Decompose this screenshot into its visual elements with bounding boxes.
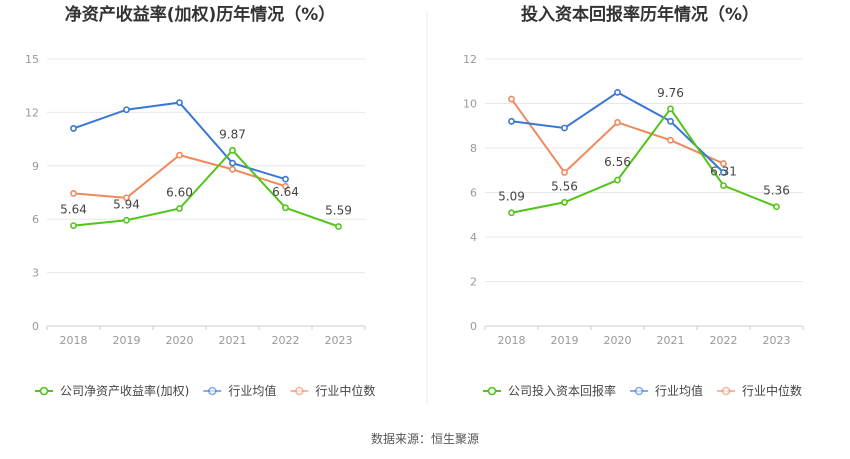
legend-swatch-marker <box>295 386 304 396</box>
legend-label: 公司净资产收益率(加权) <box>60 383 189 398</box>
data-point-company <box>282 204 289 212</box>
y-tick-label: 10 <box>463 98 477 111</box>
series-line-industry_avg <box>73 101 286 181</box>
x-tick-label: 2022 <box>710 334 738 347</box>
legend-swatch-marker <box>487 386 497 396</box>
legend-swatch-marker <box>208 386 217 396</box>
x-tick-label: 2020 <box>604 334 632 347</box>
data-point-company <box>229 146 236 154</box>
x-tick-label: 2021 <box>219 334 247 347</box>
y-tick-label: 0 <box>32 320 39 333</box>
chart-title: 净资产收益率(加权)历年情况（%） <box>65 4 336 25</box>
data-point-industry_median <box>176 151 183 159</box>
chart-title: 投入资本回报率历年情况（%） <box>521 4 759 25</box>
data-point-industry_median <box>70 189 77 197</box>
legend-swatch-marker <box>721 386 731 396</box>
legend-label: 行业均值 <box>655 383 703 398</box>
y-tick-label: 3 <box>32 267 39 280</box>
legend-label: 行业均值 <box>228 383 276 398</box>
data-label: 5.94 <box>113 197 140 211</box>
data-label: 9.87 <box>219 127 246 141</box>
data-point-industry_avg <box>720 169 727 176</box>
x-tick-label: 2022 <box>272 334 300 347</box>
data-label: 5.56 <box>551 179 578 193</box>
x-tick-label: 2018 <box>60 334 88 347</box>
roe-chart: 净资产收益率(加权)历年情况（%） 0 3 6 9 12 15 2018 2019 2020 202… <box>25 4 375 398</box>
data-label: 9.76 <box>657 86 684 100</box>
x-tick-label: 2019 <box>551 334 579 347</box>
data-point-industry_avg <box>667 117 674 125</box>
data-label: 6.60 <box>166 186 193 200</box>
legend-label: 行业中位数 <box>315 383 375 398</box>
data-point-industry_median <box>229 165 236 173</box>
x-tick-label: 2023 <box>325 334 353 347</box>
data-point-industry_avg <box>614 88 621 96</box>
y-tick-label: 0 <box>470 320 477 333</box>
data-point-company <box>773 203 780 211</box>
data-point-industry_avg <box>508 117 515 125</box>
data-point-industry_avg <box>561 124 568 132</box>
x-tick-label: 2021 <box>657 334 685 347</box>
data-point-company <box>70 222 77 230</box>
data-point-industry_median <box>720 160 727 167</box>
data-point-industry_avg <box>176 99 183 107</box>
data-label: 5.36 <box>763 184 790 198</box>
legend-label: 公司投入资本回报率 <box>508 383 616 398</box>
data-label: 5.59 <box>325 203 352 217</box>
series-line-company <box>73 148 339 228</box>
data-point-industry_avg <box>123 106 130 114</box>
data-point-company <box>614 176 621 184</box>
data-point-company <box>667 105 674 113</box>
x-tick-label: 2019 <box>113 334 141 347</box>
data-point-company <box>123 216 130 224</box>
y-tick-label: 12 <box>463 53 477 66</box>
x-tick-label: 2023 <box>763 334 791 347</box>
y-tick-label: 6 <box>470 187 477 200</box>
data-point-company <box>176 205 183 212</box>
y-tick-label: 8 <box>470 142 477 155</box>
data-label: 5.64 <box>60 203 87 217</box>
data-point-industry_median <box>123 194 130 202</box>
y-tick-label: 12 <box>25 106 39 119</box>
y-tick-label: 2 <box>470 276 477 289</box>
data-point-industry_avg <box>282 175 289 183</box>
data-point-industry_avg <box>229 159 236 167</box>
legend-swatch-marker <box>634 386 644 396</box>
data-point-industry_median <box>667 136 674 144</box>
data-point-industry_median <box>508 95 515 103</box>
data-label: 6.64 <box>272 185 299 199</box>
data-point-company <box>561 198 568 206</box>
roic-chart: 投入资本回报率历年情况（%） 0 2 4 6 8 10 12 2018 2019 2020 2021 2… <box>463 4 804 398</box>
x-tick-label: 2018 <box>498 334 526 347</box>
data-point-company <box>335 223 342 230</box>
data-label: 5.09 <box>498 190 525 204</box>
data-point-company <box>508 209 515 217</box>
source-note: 数据来源：恒生聚源 <box>371 431 479 446</box>
x-tick-label: 2020 <box>166 334 194 347</box>
y-tick-label: 6 <box>32 213 39 226</box>
data-label: 6.56 <box>604 155 631 169</box>
data-point-industry_median <box>282 182 289 190</box>
data-label: 6.31 <box>710 165 737 179</box>
data-point-industry_median <box>614 119 621 126</box>
legend-swatch-marker <box>39 386 49 396</box>
y-tick-label: 15 <box>25 53 39 66</box>
legend-label: 行业中位数 <box>742 383 802 398</box>
data-point-industry_median <box>561 169 568 176</box>
data-point-industry_avg <box>70 125 77 132</box>
y-tick-label: 4 <box>470 231 477 244</box>
data-point-company <box>720 182 727 190</box>
series-line-company <box>511 107 777 214</box>
y-tick-label: 9 <box>32 160 39 173</box>
